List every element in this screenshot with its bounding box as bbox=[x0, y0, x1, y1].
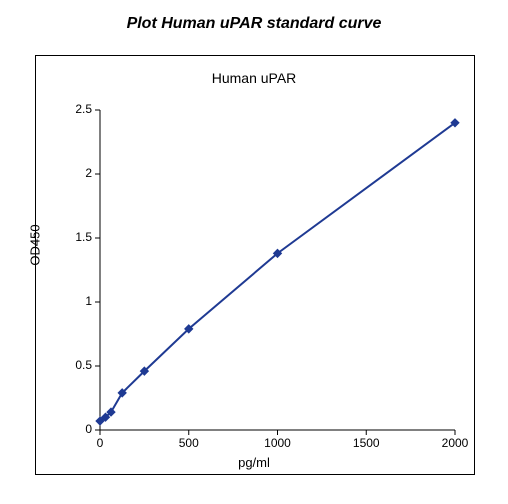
x-tick-label: 2000 bbox=[442, 436, 469, 450]
x-tick-label: 1500 bbox=[353, 436, 380, 450]
x-tick-label: 500 bbox=[179, 436, 199, 450]
y-tick-label: 2 bbox=[62, 166, 92, 180]
y-tick-label: 2.5 bbox=[62, 102, 92, 116]
x-axis-label: pg/ml bbox=[0, 455, 508, 470]
chart-plot bbox=[35, 55, 475, 475]
x-tick-label: 0 bbox=[97, 436, 104, 450]
chart-container: Plot Human uPAR standard curve Human uPA… bbox=[0, 0, 508, 504]
chart-title: Plot Human uPAR standard curve bbox=[0, 15, 508, 33]
y-tick-label: 0 bbox=[62, 422, 92, 436]
x-tick-label: 1000 bbox=[264, 436, 291, 450]
y-tick-label: 0.5 bbox=[62, 358, 92, 372]
y-axis-label: OD450 bbox=[28, 224, 43, 265]
y-tick-label: 1.5 bbox=[62, 230, 92, 244]
y-tick-label: 1 bbox=[62, 294, 92, 308]
